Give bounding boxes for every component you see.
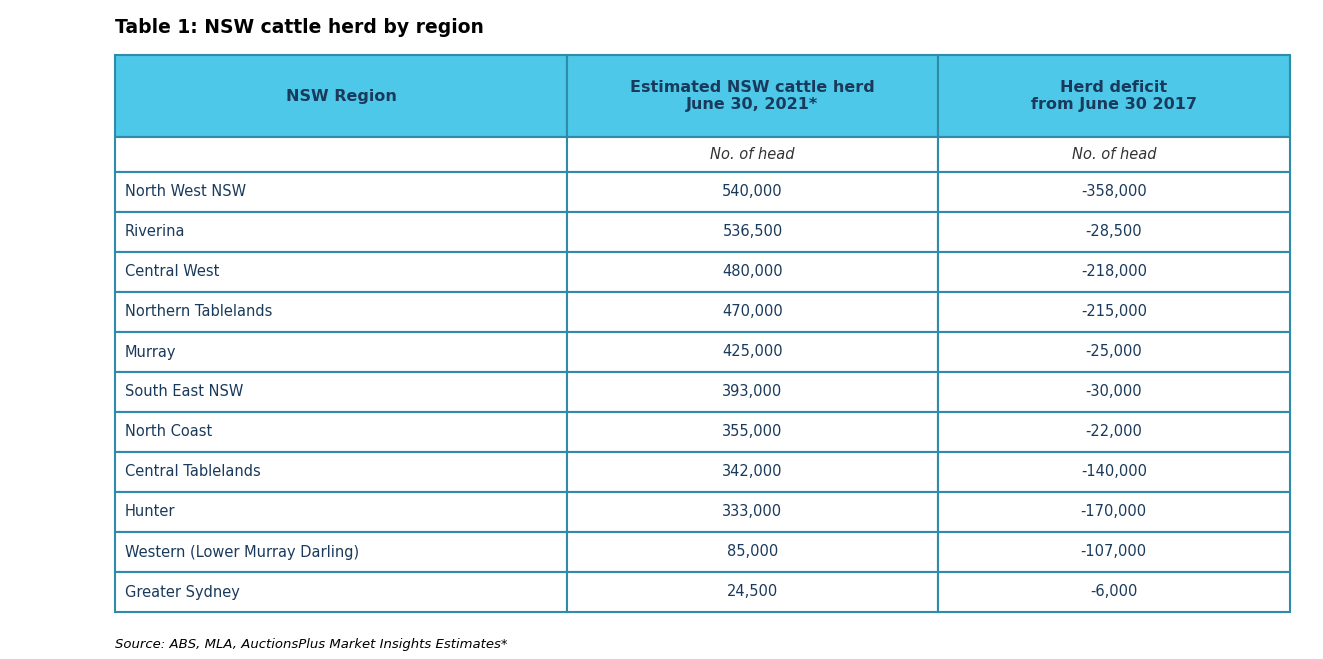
Bar [568,252,938,292]
Text: South East NSW: South East NSW [124,384,243,399]
Bar [115,372,568,412]
Text: -6,000: -6,000 [1090,585,1138,600]
Text: 540,000: 540,000 [722,185,783,200]
Bar [115,137,568,172]
Bar [938,212,1290,252]
Text: North Coast: North Coast [124,424,212,440]
Bar [938,137,1290,172]
Text: 393,000: 393,000 [722,384,783,399]
Text: Herd deficit
from June 30 2017: Herd deficit from June 30 2017 [1031,80,1197,112]
Bar [568,532,938,572]
Text: 425,000: 425,000 [722,345,783,360]
Text: Murray: Murray [124,345,176,360]
Bar [938,492,1290,532]
Bar [115,492,568,532]
Bar [115,452,568,492]
Text: 333,000: 333,000 [722,505,782,519]
Bar [938,452,1290,492]
Text: -107,000: -107,000 [1081,544,1147,559]
Bar [938,332,1290,372]
Bar [938,252,1290,292]
Text: -215,000: -215,000 [1081,304,1147,320]
Text: -170,000: -170,000 [1081,505,1147,519]
Text: Hunter: Hunter [124,505,176,519]
Text: 24,500: 24,500 [726,585,778,600]
Bar [115,212,568,252]
Bar [115,572,568,612]
Text: Source: ABS, MLA, AuctionsPlus Market Insights Estimates*: Source: ABS, MLA, AuctionsPlus Market In… [115,638,508,651]
Text: 480,000: 480,000 [722,264,783,279]
Bar [938,372,1290,412]
Bar [938,412,1290,452]
Text: -28,500: -28,500 [1085,225,1142,239]
Bar [115,172,568,212]
Text: -25,000: -25,000 [1085,345,1142,360]
Bar [568,572,938,612]
Text: Greater Sydney: Greater Sydney [124,585,239,600]
Text: -30,000: -30,000 [1085,384,1142,399]
Bar [568,292,938,332]
Bar [115,292,568,332]
Text: -358,000: -358,000 [1081,185,1147,200]
Text: North West NSW: North West NSW [124,185,246,200]
Text: 536,500: 536,500 [722,225,783,239]
Text: 85,000: 85,000 [726,544,778,559]
Text: Central Tablelands: Central Tablelands [124,465,261,480]
Text: No. of head: No. of head [710,147,795,162]
Text: Central West: Central West [124,264,220,279]
Bar [115,412,568,452]
Text: No. of head: No. of head [1072,147,1156,162]
Bar [568,492,938,532]
Bar [568,137,938,172]
Text: Northern Tablelands: Northern Tablelands [124,304,273,320]
Text: Riverina: Riverina [124,225,185,239]
Text: 355,000: 355,000 [722,424,783,440]
Text: 342,000: 342,000 [722,465,783,480]
Bar [938,55,1290,137]
Bar [115,332,568,372]
Bar [568,332,938,372]
Text: Table 1: NSW cattle herd by region: Table 1: NSW cattle herd by region [115,18,484,37]
Bar [568,452,938,492]
Bar [568,55,938,137]
Bar [115,55,568,137]
Text: Estimated NSW cattle herd
June 30, 2021*: Estimated NSW cattle herd June 30, 2021* [630,80,875,112]
Text: -22,000: -22,000 [1085,424,1142,440]
Bar [938,532,1290,572]
Text: -218,000: -218,000 [1081,264,1147,279]
Bar [938,172,1290,212]
Bar [115,532,568,572]
Bar [568,172,938,212]
Bar [568,372,938,412]
Bar [115,252,568,292]
Text: NSW Region: NSW Region [286,88,397,103]
Text: Western (Lower Murray Darling): Western (Lower Murray Darling) [124,544,359,559]
Bar [938,292,1290,332]
Bar [568,212,938,252]
Text: 470,000: 470,000 [722,304,783,320]
Bar [938,572,1290,612]
Bar [568,412,938,452]
Text: -140,000: -140,000 [1081,465,1147,480]
